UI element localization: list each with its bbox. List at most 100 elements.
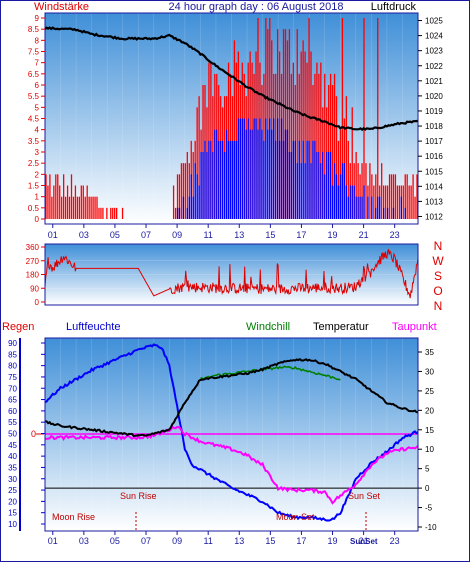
- humidity-label: Luftfeuchte: [66, 321, 120, 333]
- direction-tick-label: 360: [26, 243, 40, 252]
- pressure-tick-label: 1013: [425, 197, 443, 206]
- pressure-tick-label: 1014: [425, 182, 443, 191]
- hour-label: 03: [79, 230, 89, 240]
- direction-tick-label: 90: [30, 284, 39, 293]
- temperature-tick-label: 0: [425, 484, 430, 493]
- pressure-tick-label: 1017: [425, 137, 443, 146]
- sun-rise-label: Sun Rise: [120, 491, 157, 501]
- hour-labels-3: 01 03 05 07 09 11 13 15 17 19 21 23: [48, 531, 400, 546]
- humidity-tick-label: 30: [8, 475, 17, 484]
- wind-average-bars: [176, 118, 406, 219]
- temperature-tick-label: 15: [425, 426, 434, 435]
- hour-label: 21: [359, 230, 369, 240]
- rain-label: Regen: [2, 321, 34, 333]
- hour-label: 13: [234, 230, 244, 240]
- wind-tick-label: 3: [35, 148, 40, 157]
- humidity-tick-label: 70: [8, 384, 17, 393]
- compass-letter: O: [433, 284, 442, 298]
- temperature-tick-label: -5: [425, 504, 433, 513]
- moon-rise-label: Moon Rise: [52, 512, 95, 522]
- hour-label: 13: [234, 536, 244, 546]
- wind-direction-line: [44, 248, 419, 299]
- temperature-tick-label: -10: [425, 523, 437, 532]
- hour-label: 17: [296, 230, 306, 240]
- temperature-tick-label: 25: [425, 387, 434, 396]
- hour-label: 11: [204, 230, 213, 240]
- pressure-tick-label: 1023: [425, 47, 443, 56]
- pressure-tick-label: 1021: [425, 77, 443, 86]
- direction-tick-label: 270: [26, 257, 40, 266]
- pressure-label: Luftdruck: [371, 1, 417, 13]
- hour-label: 11: [204, 536, 213, 546]
- wind-tick-label: 7.5: [28, 48, 40, 57]
- pressure-tick-label: 1024: [425, 32, 443, 41]
- pressure-tick-label: 1019: [425, 107, 443, 116]
- compass-letter: S: [434, 269, 442, 283]
- wind-tick-label: 4: [35, 126, 40, 135]
- temperature-tick-label: 20: [425, 406, 434, 415]
- hour-label: 03: [79, 536, 89, 546]
- wind-pressure-panel: Windstärke 24 hour graph day : 06 August…: [28, 1, 443, 240]
- hour-label: 23: [390, 230, 400, 240]
- direction-tick-label: 0: [35, 298, 40, 307]
- wind-tick-label: 2.5: [28, 159, 40, 168]
- dewpoint-label: Taupunkt: [392, 321, 437, 333]
- humidity-tick-label: 15: [8, 509, 17, 518]
- dewpoint-line: [45, 425, 419, 505]
- humidity-tick-label: 50: [8, 430, 17, 439]
- pressure-tick-label: 1015: [425, 167, 443, 176]
- pressure-axis-ticks: 1012 1013 1014 1015 1016 1017 1018 1019 1020 1021…: [418, 17, 443, 221]
- compass-letter: N: [434, 239, 443, 253]
- hour-label: 21: [359, 536, 369, 546]
- hour-label: 05: [110, 536, 120, 546]
- pressure-tick-label: 1016: [425, 152, 443, 161]
- compass-letter: N: [434, 299, 443, 313]
- wind-tick-label: 5.5: [28, 92, 40, 101]
- humidity-tick-label: 60: [8, 407, 17, 416]
- temperature-tick-label: 10: [425, 445, 434, 454]
- hour-label: 17: [296, 536, 306, 546]
- humidity-tick-label: 90: [8, 339, 17, 348]
- pressure-tick-label: 1020: [425, 92, 443, 101]
- hour-label: 09: [172, 536, 182, 546]
- wind-tick-label: 8.5: [28, 25, 40, 34]
- pressure-tick-label: 1012: [425, 212, 443, 221]
- graph-title: 24 hour graph day : 06 August 2018: [169, 1, 344, 13]
- temperature-line: [45, 358, 419, 438]
- wind-tick-label: 5: [35, 103, 40, 112]
- pressure-tick-label: 1025: [425, 17, 443, 26]
- humidity-tick-label: 65: [8, 396, 17, 405]
- plot-area-2: [45, 244, 418, 305]
- wind-strength-label: Windstärke: [34, 1, 89, 13]
- sun-set-label: Sun Set: [348, 491, 381, 501]
- temperature-axis-ticks: -10 -5 0 5 10 15 20 25 30 35: [418, 348, 437, 532]
- wind-tick-label: 6: [35, 81, 40, 90]
- pressure-tick-label: 1022: [425, 62, 443, 71]
- moon-set-label: Moon Set: [276, 512, 315, 522]
- hour-label: 07: [141, 536, 151, 546]
- temperature-tick-label: 5: [425, 465, 430, 474]
- hour-labels-1: 01 03 05 07 09 11 13 15 17 19 21 23: [48, 224, 400, 240]
- hour-label: 05: [110, 230, 120, 240]
- hour-label: 19: [328, 536, 338, 546]
- hour-label: 19: [328, 230, 338, 240]
- windchill-line: [200, 365, 341, 381]
- rain-zero-label: 0: [31, 429, 36, 439]
- wind-tick-label: 4.5: [28, 115, 40, 124]
- hour-label: 15: [265, 230, 275, 240]
- humidity-tick-label: 40: [8, 452, 17, 461]
- hour-label: 23: [390, 536, 400, 546]
- wind-tick-label: 6.5: [28, 70, 40, 79]
- hour-label: 01: [48, 536, 58, 546]
- humidity-axis-ticks: 10 15 20 25 30 35 40 45 50 55 60 65 70 75 80 85 90: [8, 338, 45, 531]
- hour-label: 09: [172, 230, 182, 240]
- wind-tick-label: 0: [35, 215, 40, 224]
- wind-axis-ticks: 0 0.5 1 1.5 2 2.5 3 3.5 4 4.5 5 5.5 6 6.5 7 7.5 8 8.5 9: [28, 14, 45, 224]
- temperature-label: Temperatur: [313, 321, 369, 333]
- humidity-tick-label: 80: [8, 362, 17, 371]
- humidity-temperature-panel: Regen Luftfeuchte Windchill Temperatur T…: [2, 321, 437, 546]
- direction-axis-ticks: 0 90 180 270 360: [26, 243, 45, 307]
